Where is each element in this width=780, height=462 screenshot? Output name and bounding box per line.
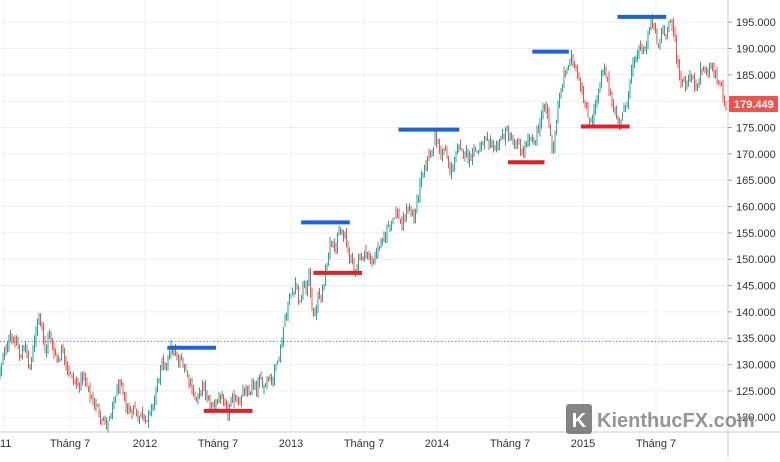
y-tick-label: 175.000 — [736, 122, 776, 134]
candle-series — [0, 13, 727, 433]
watermark-text: KienthucFX.com — [597, 410, 755, 432]
x-tick-label: 11 — [0, 438, 11, 450]
y-tick-label: 120.000 — [736, 412, 776, 424]
y-tick-label: 185.000 — [736, 70, 776, 82]
y-tick-label: 135.000 — [736, 333, 776, 345]
x-axis: 11 Tháng 7 2012 Tháng 7 2013 Tháng 7 2014 Tháng… — [0, 438, 676, 450]
x-tick-label: 2013 — [279, 438, 303, 450]
last-price-label: 179.449 — [734, 99, 774, 111]
x-tick-label: Tháng 7 — [198, 438, 238, 450]
y-tick-label: 190.000 — [736, 43, 776, 55]
x-tick-label: 2015 — [571, 438, 595, 450]
last-price-badge — [729, 96, 778, 113]
x-tick-label: Tháng 7 — [50, 438, 90, 450]
x-tick-label: 2014 — [425, 438, 449, 450]
y-tick-label: 195.000 — [736, 17, 776, 29]
y-tick-label: 160.000 — [736, 202, 776, 214]
y-tick-label: 125.000 — [736, 386, 776, 398]
watermark-logo-box — [566, 404, 592, 434]
x-tick-label: Tháng 7 — [490, 438, 530, 450]
y-tick-label: 150.000 — [736, 254, 776, 266]
x-tick-label: Tháng 7 — [344, 438, 384, 450]
watermark-logo-letter: K — [572, 410, 587, 432]
y-tick-label: 130.000 — [736, 360, 776, 372]
last-price-tag: 179.449 — [729, 96, 778, 113]
watermark: K KienthucFX.com — [566, 404, 755, 434]
y-tick-label: 145.000 — [736, 281, 776, 293]
y-tick-label: 165.000 — [736, 175, 776, 187]
y-tick-label: 170.000 — [736, 149, 776, 161]
x-tick-label: Tháng 7 — [636, 438, 676, 450]
y-tick-label: 155.000 — [736, 228, 776, 240]
level-lines — [167, 14, 667, 413]
grid-lines — [0, 0, 728, 432]
y-axis: 195.000190.000185.000180.000175.000170.0… — [728, 17, 776, 424]
x-tick-label: 2012 — [133, 438, 157, 450]
y-tick-label: 140.000 — [736, 307, 776, 319]
